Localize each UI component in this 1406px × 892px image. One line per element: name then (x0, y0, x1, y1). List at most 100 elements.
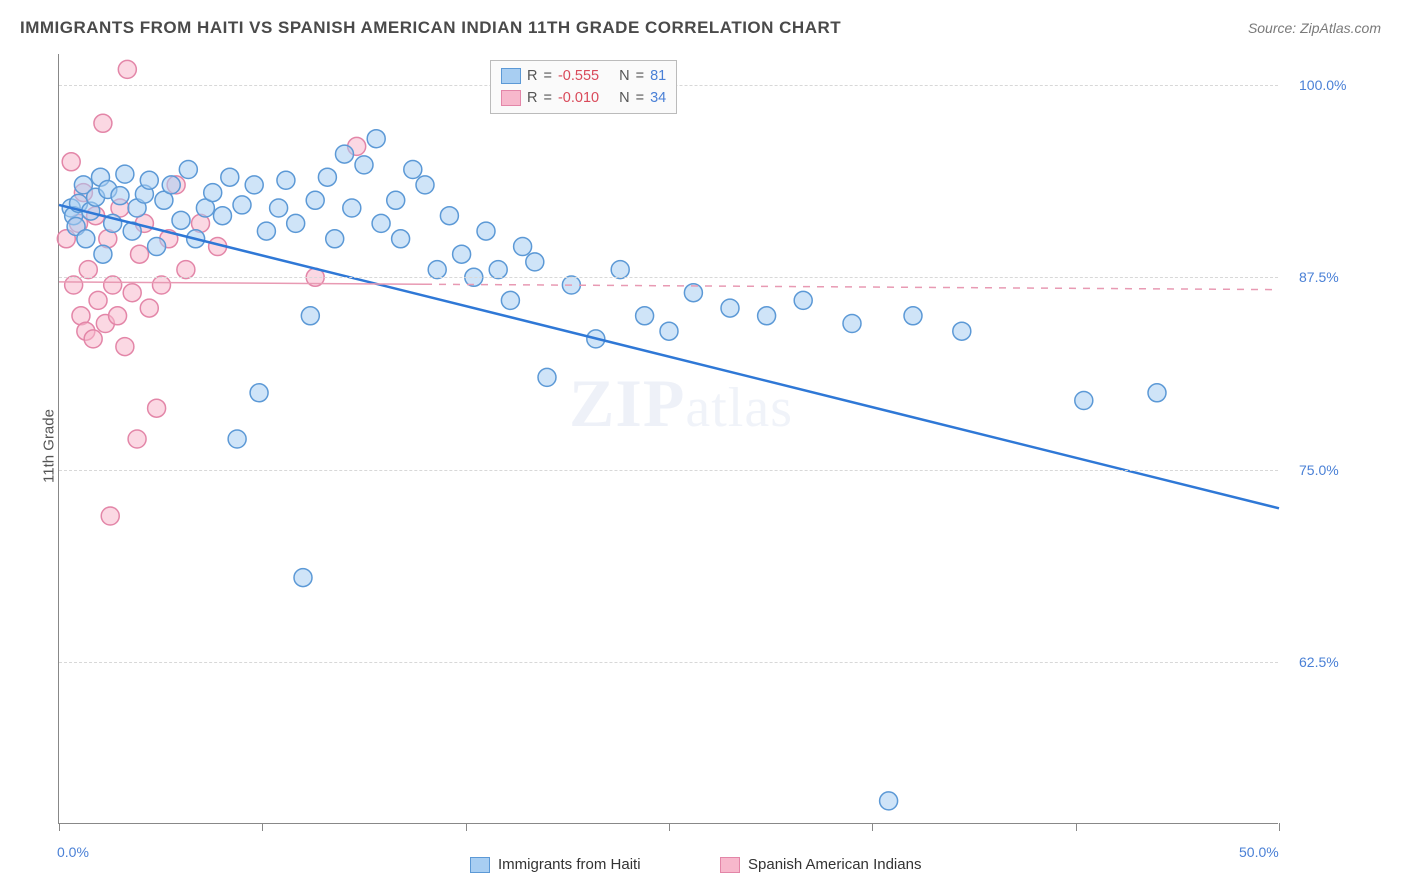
legend-n-label: N (619, 65, 629, 87)
plot-area: ZIPatlas 62.5%75.0%87.5%100.0%0.0%50.0% (58, 54, 1278, 824)
data-point (1075, 392, 1093, 410)
chart-title: IMMIGRANTS FROM HAITI VS SPANISH AMERICA… (20, 18, 841, 38)
legend-eq: = (543, 65, 551, 87)
data-point (109, 307, 127, 325)
data-point (228, 430, 246, 448)
legend-eq: = (636, 87, 644, 109)
x-tick-label: 50.0% (1239, 844, 1279, 860)
data-point (880, 792, 898, 810)
legend-eq: = (636, 65, 644, 87)
legend-swatch-bottom-2 (720, 857, 740, 873)
data-point (94, 245, 112, 263)
legend-swatch-series-1 (501, 68, 521, 84)
data-point (172, 211, 190, 229)
legend-swatch-bottom-1 (470, 857, 490, 873)
data-point (213, 207, 231, 225)
data-point (416, 176, 434, 194)
data-point (387, 191, 405, 209)
data-point (355, 156, 373, 174)
data-point (301, 307, 319, 325)
data-point (326, 230, 344, 248)
data-point (843, 315, 861, 333)
data-point (660, 322, 678, 340)
data-point (152, 276, 170, 294)
x-tick-label: 0.0% (57, 844, 89, 860)
y-tick-label: 75.0% (1299, 462, 1339, 478)
data-point (65, 276, 83, 294)
data-point (94, 114, 112, 132)
data-point (250, 384, 268, 402)
data-point (636, 307, 654, 325)
legend-row-series-1: R = -0.555 N = 81 (501, 65, 666, 87)
data-point (111, 187, 129, 205)
x-tick (59, 823, 60, 831)
data-point (84, 330, 102, 348)
data-point (104, 276, 122, 294)
series-legend-1: Immigrants from Haiti (470, 856, 641, 873)
legend-label-1: Immigrants from Haiti (498, 856, 641, 873)
gridline (59, 470, 1278, 471)
gridline (59, 277, 1278, 278)
data-point (477, 222, 495, 240)
trend-line-dashed (425, 284, 1279, 289)
x-tick (1279, 823, 1280, 831)
data-point (128, 430, 146, 448)
y-axis-label: 11th Grade (40, 409, 57, 483)
legend-eq: = (543, 87, 551, 109)
gridline (59, 662, 1278, 663)
legend-label-2: Spanish American Indians (748, 856, 921, 873)
data-point (177, 261, 195, 279)
data-point (77, 230, 95, 248)
data-point (611, 261, 629, 279)
x-tick (262, 823, 263, 831)
data-point (257, 222, 275, 240)
data-point (140, 171, 158, 189)
data-point (372, 214, 390, 232)
trend-line (59, 205, 1279, 508)
data-point (367, 130, 385, 148)
x-tick (669, 823, 670, 831)
data-point (277, 171, 295, 189)
data-point (538, 368, 556, 386)
data-point (101, 507, 119, 525)
source-attribution: Source: ZipAtlas.com (1248, 20, 1381, 36)
y-tick-label: 62.5% (1299, 654, 1339, 670)
legend-r-label: R (527, 65, 537, 87)
legend-n-label: N (619, 87, 629, 109)
y-tick-label: 100.0% (1299, 77, 1346, 93)
scatter-plot-svg (59, 54, 1278, 823)
legend-n-value-1: 81 (650, 65, 666, 87)
data-point (162, 176, 180, 194)
data-point (233, 196, 251, 214)
x-tick (872, 823, 873, 831)
data-point (440, 207, 458, 225)
data-point (123, 284, 141, 302)
x-tick (1076, 823, 1077, 831)
data-point (62, 153, 80, 171)
data-point (721, 299, 739, 317)
data-point (221, 168, 239, 186)
data-point (245, 176, 263, 194)
data-point (904, 307, 922, 325)
legend-n-value-2: 34 (650, 87, 666, 109)
legend-swatch-series-2 (501, 90, 521, 106)
series-legend-2: Spanish American Indians (720, 856, 921, 873)
data-point (758, 307, 776, 325)
data-point (204, 184, 222, 202)
data-point (404, 161, 422, 179)
data-point (294, 569, 312, 587)
data-point (140, 299, 158, 317)
correlation-legend: R = -0.555 N = 81 R = -0.010 N = 34 (490, 60, 677, 114)
data-point (118, 60, 136, 78)
data-point (392, 230, 410, 248)
data-point (148, 399, 166, 417)
data-point (501, 291, 519, 309)
data-point (148, 238, 166, 256)
legend-row-series-2: R = -0.010 N = 34 (501, 87, 666, 109)
legend-r-value-2: -0.010 (558, 87, 599, 109)
x-tick (466, 823, 467, 831)
data-point (526, 253, 544, 271)
data-point (428, 261, 446, 279)
data-point (953, 322, 971, 340)
data-point (794, 291, 812, 309)
